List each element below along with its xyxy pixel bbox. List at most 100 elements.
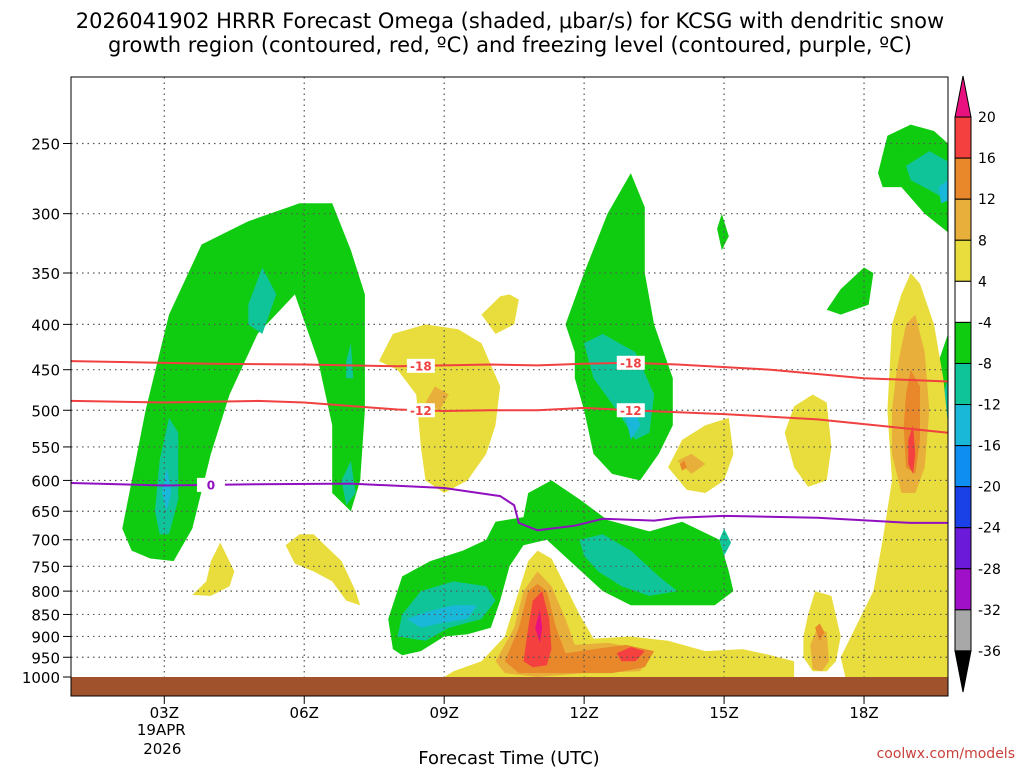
x-tick-label-03Z: 03Z <box>150 704 179 722</box>
omega-region-0-level-4 <box>346 343 354 379</box>
y-tick-label-550: 550 <box>31 439 60 457</box>
contour-label-1-1: -12 <box>620 404 642 418</box>
omega-region-11-level-0 <box>668 417 734 493</box>
omega-region-6-level-1 <box>943 378 948 426</box>
colorbar: 20 16 12 8 4 -4 -8 -12 -16 -20 -24 -28 -32 -36 <box>954 75 1001 693</box>
chart-title-line1: 2026041902 HRRR Forecast Omega (shaded, … <box>76 9 944 33</box>
y-tick-label-1000: 1000 <box>22 669 60 687</box>
colorbar-label-3: 8 <box>978 233 987 249</box>
y-tick-label-350: 350 <box>31 265 60 283</box>
omega-region-13-level-3 <box>908 425 916 474</box>
contour-line-2 <box>70 482 948 532</box>
contour-label-2-0: 0 <box>207 478 215 492</box>
y-tick-label-250: 250 <box>31 136 60 154</box>
contour-label-bg-0-0 <box>406 358 435 373</box>
omega-region-0-level-2 <box>248 267 277 334</box>
colorbar-band-6 <box>954 321 972 364</box>
omega-region-1-level-0 <box>565 173 673 481</box>
colorbar-band-1 <box>954 116 972 159</box>
omega-region-0-level-5 <box>162 467 172 512</box>
omega-region-8-level-0 <box>481 294 519 334</box>
y-tick-label-400: 400 <box>31 316 60 334</box>
plot-grid <box>71 77 948 677</box>
colorbar-band-12 <box>954 568 972 611</box>
y-tick-label-750: 750 <box>31 558 60 576</box>
omega-region-14-level-1 <box>810 627 829 672</box>
omega-region-10-level-0 <box>192 542 235 596</box>
colorbar-label-12: -32 <box>978 603 1001 619</box>
omega-region-2-level-3 <box>719 528 732 556</box>
x-tick-label-12Z: 12Z <box>569 704 598 722</box>
plot-frame <box>70 76 949 697</box>
colorbar-label-0: 20 <box>978 110 996 126</box>
colorbar-band-9 <box>954 445 972 488</box>
contour-label-1-0: -12 <box>410 404 432 418</box>
temperature-contours: -18 -18 -12 -12 0 <box>70 355 949 532</box>
y-tick-label-700: 700 <box>31 532 60 550</box>
x-tick-label-06Z: 06Z <box>290 704 319 722</box>
y-tick-label-950: 950 <box>31 649 60 667</box>
omega-region-14-level-2 <box>815 623 825 641</box>
y-axis: 250 300 350 400 450 500 550 600 650 700 750 800 850 9… <box>22 136 71 687</box>
omega-region-11-level-2 <box>679 460 687 471</box>
credit-text: coolwx.com/models <box>877 746 1015 762</box>
colorbar-label-11: -28 <box>978 562 1001 578</box>
omega-region-1-level-2 <box>626 410 641 440</box>
ground-layer <box>71 677 948 696</box>
colorbar-band-11 <box>954 527 972 570</box>
colorbar-band-2 <box>954 157 972 200</box>
y-tick-label-450: 450 <box>31 362 60 380</box>
colorbar-label-13: -36 <box>978 644 1001 660</box>
colorbar-label-7: -12 <box>978 398 1001 414</box>
y-tick-label-650: 650 <box>31 503 60 521</box>
y-tick-label-600: 600 <box>31 472 60 490</box>
colorbar-label-6: -8 <box>978 356 992 372</box>
x-tick-year-03Z: 2026 <box>143 740 181 758</box>
colorbar-band-13 <box>954 609 972 652</box>
colorbar-band-5 <box>954 280 972 323</box>
colorbar-band-7 <box>954 362 972 406</box>
x-tick-label-09Z: 09Z <box>430 704 459 722</box>
y-tick-label-300: 300 <box>31 206 60 224</box>
omega-region-2-level-4 <box>406 605 477 628</box>
omega-region-13-level-0 <box>840 273 948 677</box>
colorbar-label-5: -4 <box>978 315 992 331</box>
contour-label-bg-1-0 <box>406 403 435 418</box>
contour-label-bg-1-1 <box>616 403 645 418</box>
colorbar-band-8 <box>954 404 972 447</box>
omega-region-5-level-1 <box>906 151 948 201</box>
colorbar-band-14 <box>954 650 972 693</box>
y-tick-label-800: 800 <box>31 583 60 601</box>
y-tick-label-850: 850 <box>31 606 60 624</box>
omega-shading <box>122 124 948 677</box>
colorbar-band-4 <box>954 239 972 282</box>
y-tick-label-900: 900 <box>31 628 60 646</box>
contour-line-0 <box>70 360 949 383</box>
contour-line-1 <box>70 399 949 434</box>
omega-region-13-level-2 <box>903 369 920 474</box>
colorbar-band-0 <box>954 75 972 118</box>
colorbar-label-1: 16 <box>978 151 996 167</box>
colorbar-label-2: 12 <box>978 192 996 208</box>
omega-region-5-level-2 <box>938 180 948 204</box>
x-tick-label-15Z: 15Z <box>709 704 738 722</box>
omega-region-9-level-0 <box>285 534 361 606</box>
omega-region-11-level-1 <box>677 453 706 474</box>
chart-title-line2: growth region (contoured, red, ºC) and f… <box>108 33 912 57</box>
colorbar-label-9: -20 <box>978 480 1001 496</box>
omega-region-15-level-5 <box>535 609 543 643</box>
omega-region-12-level-0 <box>784 394 832 487</box>
omega-region-3-level-0 <box>717 213 729 251</box>
contour-label-0-0: -18 <box>410 359 432 373</box>
colorbar-band-10 <box>954 486 972 529</box>
colorbar-band-3 <box>954 198 972 241</box>
x-tick-date-03Z: 19APR <box>137 721 186 739</box>
colorbar-label-10: -24 <box>978 521 1001 537</box>
colorbar-label-4: 4 <box>978 274 987 290</box>
omega-region-2-level-2 <box>579 534 678 596</box>
x-tick-label-18Z: 18Z <box>849 704 878 722</box>
contour-label-bg-2-0 <box>196 477 225 492</box>
colorbar-label-8: -16 <box>978 439 1001 455</box>
